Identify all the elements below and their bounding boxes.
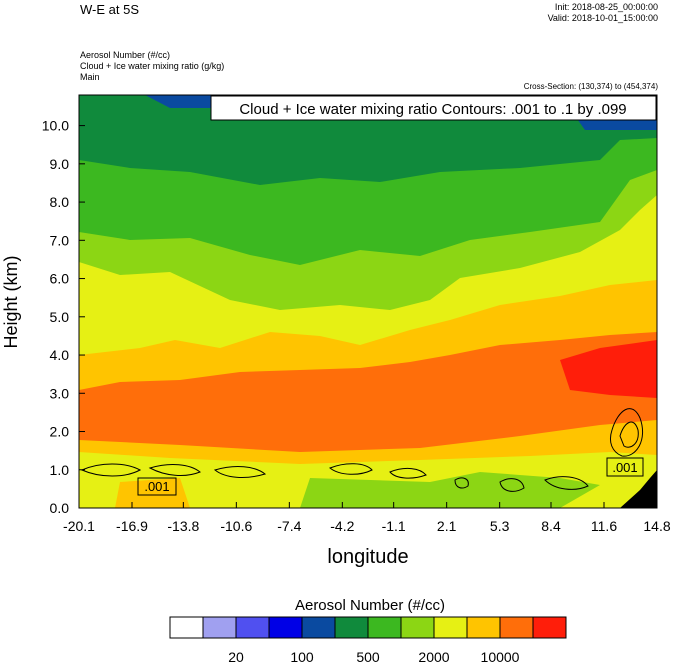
contour-line xyxy=(148,464,201,476)
x-tick-label: -20.1 xyxy=(63,518,95,534)
field-label-main: Main xyxy=(80,72,100,82)
x-tick-label: -7.4 xyxy=(277,518,301,534)
cloud-water-contours xyxy=(80,408,644,492)
y-axis-label: Height (km) xyxy=(1,255,21,348)
contour-line xyxy=(619,421,639,448)
y-tick-label: 4.0 xyxy=(50,347,70,363)
x-tick-label: -10.6 xyxy=(220,518,252,534)
fill-red-patch xyxy=(560,340,657,398)
y-tick-label: 8.0 xyxy=(50,194,70,210)
x-tick-label: 8.4 xyxy=(541,518,561,534)
valid-time: Valid: 2018-10-01_15:00:00 xyxy=(547,13,658,23)
colorbar-tick-label: 20 xyxy=(228,649,244,665)
x-tick-label: -1.1 xyxy=(382,518,406,534)
colorbar-tick-label: 10000 xyxy=(481,649,520,665)
y-tick-label: 2.0 xyxy=(50,424,70,440)
contour-line xyxy=(609,408,644,457)
contour-line xyxy=(499,478,525,492)
aerosol-fill-field xyxy=(79,95,657,508)
init-time: Init: 2018-08-25_00:00:00 xyxy=(554,2,658,12)
colorbar-swatch xyxy=(400,616,435,639)
y-tick-label: 5.0 xyxy=(50,309,70,325)
field-label-cloud: Cloud + Ice water mixing ratio (g/kg) xyxy=(80,61,225,71)
contour-line xyxy=(80,463,142,477)
colorbar-swatch xyxy=(466,616,501,639)
y-tick-label: 7.0 xyxy=(50,232,70,248)
contour-value-label: .001 xyxy=(144,479,169,494)
fill-surface-gold xyxy=(115,478,190,508)
contour-value-labels: .001 .001 xyxy=(137,457,644,496)
field-label-aerosol: Aerosol Number (#/cc) xyxy=(80,50,171,60)
fill-surface-light-green xyxy=(300,472,600,508)
y-tick-label: 10.0 xyxy=(42,118,69,134)
colorbar-tick-label: 500 xyxy=(356,649,380,665)
colorbar-swatch xyxy=(268,616,303,639)
contour-line xyxy=(213,466,267,478)
x-tick-label: -13.8 xyxy=(167,518,199,534)
contour-line xyxy=(389,467,427,479)
colorbar-swatch xyxy=(235,616,270,639)
x-tick-label: 14.8 xyxy=(643,518,670,534)
colorbar-swatch xyxy=(499,616,534,639)
y-tick-label: 9.0 xyxy=(50,156,70,172)
contour-info-background xyxy=(210,95,657,121)
x-tick-label: 5.3 xyxy=(490,518,510,534)
colorbar-swatch xyxy=(301,616,336,639)
colorbar-tick-label: 100 xyxy=(290,649,314,665)
cross-section-label: Cross-Section: (130,374) to (454,374) xyxy=(523,82,658,91)
y-tick-label: 6.0 xyxy=(50,271,70,287)
colorbar-swatch xyxy=(532,616,567,639)
colorbar: 20 100 500 2000 10000 xyxy=(169,616,567,665)
colorbar-title: Aerosol Number (#/cc) xyxy=(295,597,445,614)
fill-terrain xyxy=(620,470,657,508)
axes: -20.1 -16.9 -13.8 -10.6 -7.4 -4.2 -1.1 2.1 5.3 8.… xyxy=(42,118,671,534)
colorbar-swatch xyxy=(169,616,204,639)
contour-value-label: .001 xyxy=(612,460,637,475)
plot-frame xyxy=(78,94,658,509)
contour-line xyxy=(329,463,373,475)
field-labels: Aerosol Number (#/cc) Cloud + Ice water … xyxy=(80,50,224,83)
colorbar-swatch xyxy=(202,616,237,639)
x-tick-label: -16.9 xyxy=(116,518,148,534)
contour-line xyxy=(544,476,589,490)
contour-line xyxy=(454,477,469,489)
y-tick-label: 3.0 xyxy=(50,385,70,401)
y-tick-label: 0.0 xyxy=(50,500,70,516)
colorbar-swatch xyxy=(433,616,468,639)
x-tick-label: 11.6 xyxy=(591,518,617,534)
y-tick-label: 1.0 xyxy=(50,462,70,478)
x-tick-label: 2.1 xyxy=(437,518,457,534)
colorbar-tick-label: 2000 xyxy=(418,649,449,665)
colorbar-swatch xyxy=(334,616,369,639)
x-tick-label: -4.2 xyxy=(330,518,354,534)
contour-info-text: Cloud + Ice water mixing ratio Contours:… xyxy=(239,101,626,118)
colorbar-swatch xyxy=(367,616,402,639)
contour-value-label-box xyxy=(606,457,644,477)
contour-info-box: Cloud + Ice water mixing ratio Contours:… xyxy=(210,95,657,121)
x-axis-label: longitude xyxy=(327,546,408,568)
chart-title: W-E at 5S xyxy=(80,2,140,17)
contour-value-label-box xyxy=(137,477,177,496)
